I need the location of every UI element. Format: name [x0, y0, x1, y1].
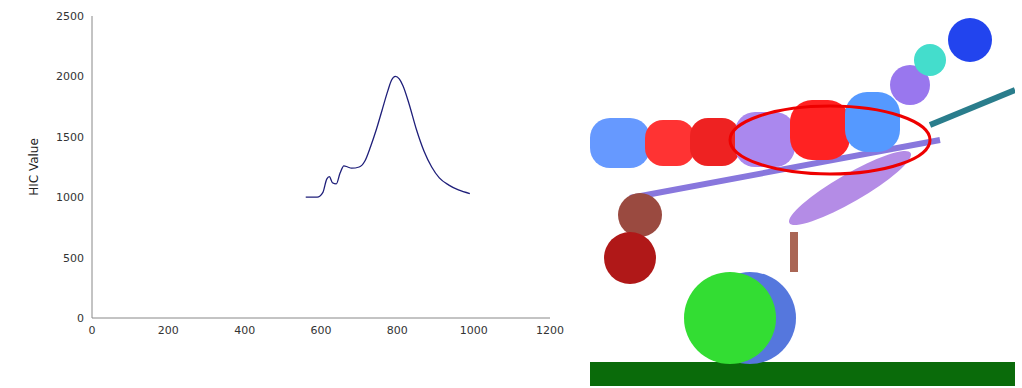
- svg-text:1000: 1000: [460, 324, 488, 337]
- svg-text:HIC Value: HIC Value: [27, 138, 41, 196]
- svg-text:800: 800: [387, 324, 408, 337]
- svg-text:1500: 1500: [56, 131, 84, 144]
- svg-text:600: 600: [311, 324, 332, 337]
- svg-text:1200: 1200: [536, 324, 564, 337]
- svg-text:0: 0: [89, 324, 96, 337]
- svg-text:2000: 2000: [56, 70, 84, 83]
- svg-text:2500: 2500: [56, 10, 84, 23]
- svg-text:400: 400: [234, 324, 255, 337]
- svg-text:500: 500: [63, 252, 84, 265]
- svg-text:200: 200: [158, 324, 179, 337]
- svg-text:1000: 1000: [56, 191, 84, 204]
- svg-text:0: 0: [77, 312, 84, 325]
